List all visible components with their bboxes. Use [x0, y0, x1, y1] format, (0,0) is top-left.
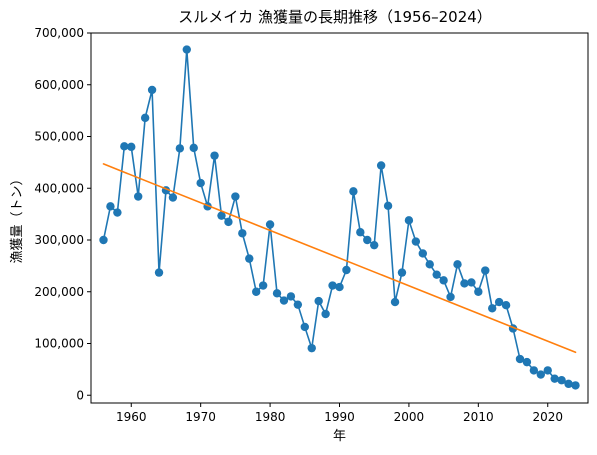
- data-point-1994: [363, 235, 372, 245]
- x-axis-title: 年: [333, 429, 346, 444]
- x-tick-label-1960: 1960: [116, 410, 147, 424]
- data-point-2014: [501, 300, 511, 310]
- data-point-2016: [515, 354, 525, 364]
- data-point-2017: [522, 357, 532, 367]
- trend-line: [102, 163, 577, 354]
- data-point-1999: [397, 268, 407, 277]
- x-tick-label-2010: 2010: [463, 410, 494, 424]
- data-point-2024: [571, 381, 580, 390]
- data-point-1992: [349, 187, 358, 196]
- data-point-1988: [321, 309, 330, 319]
- data-point-1984: [293, 300, 303, 309]
- axes: 1960 1970 1980 1990 2000 2010 2020 0 100,000 200,…: [34, 26, 563, 424]
- data-point-1983: [286, 292, 296, 301]
- data-point-2010: [474, 287, 483, 296]
- data-point-1987: [314, 296, 323, 306]
- x-tick-label-1980: 1980: [255, 410, 286, 424]
- data-point-1963: [147, 85, 157, 95]
- data-point-1989: [328, 281, 337, 290]
- data-point-2018: [529, 366, 539, 375]
- data-point-2020: [543, 366, 552, 375]
- y-tick-label-600000: 600,000: [34, 78, 84, 92]
- y-tick-label-100000: 100,000: [34, 337, 84, 351]
- data-point-2001: [411, 237, 421, 246]
- y-tick-label-300000: 300,000: [34, 233, 84, 247]
- data-point-2011: [481, 266, 490, 275]
- data-point-1974: [224, 217, 233, 227]
- data-point-1993: [356, 228, 365, 237]
- data-point-1959: [120, 142, 129, 151]
- data-point-1970: [196, 178, 205, 188]
- data-point-2009: [467, 278, 476, 287]
- data-point-2007: [453, 260, 462, 269]
- plot-frame: [90, 32, 589, 404]
- data-point-1997: [383, 201, 393, 211]
- data-point-1972: [210, 151, 219, 160]
- y-tick-label-700000: 700,000: [34, 26, 84, 40]
- data-point-1991: [342, 265, 351, 275]
- data-point-1968: [182, 45, 191, 54]
- data-point-1967: [175, 144, 185, 153]
- chart-title: スルメイカ 漁獲量の長期推移（1956–2024）: [178, 8, 492, 26]
- plot-area: [99, 45, 580, 390]
- data-point-1990: [335, 282, 344, 292]
- data-point-1958: [113, 208, 122, 217]
- data-point-2023: [564, 379, 573, 389]
- x-tick-label-1970: 1970: [185, 410, 216, 424]
- data-point-1978: [252, 287, 261, 296]
- y-tick-label-200000: 200,000: [34, 285, 84, 299]
- y-tick-label-500000: 500,000: [34, 130, 84, 144]
- data-point-2019: [536, 370, 545, 379]
- data-point-2012: [488, 304, 497, 313]
- data-point-2005: [439, 276, 448, 285]
- data-point-2006: [446, 292, 455, 302]
- y-tick-label-400000: 400,000: [34, 181, 84, 195]
- data-point-1956: [99, 235, 108, 245]
- data-point-1975: [231, 192, 240, 201]
- data-point-2022: [557, 376, 566, 385]
- data-point-2000: [404, 216, 414, 225]
- data-point-2021: [550, 374, 559, 383]
- y-axis-title: 漁獲量（トン）: [10, 172, 25, 263]
- x-tick-label-2000: 2000: [394, 410, 425, 424]
- data-point-1957: [106, 202, 115, 211]
- catch-series-line: [102, 48, 577, 387]
- data-point-2004: [432, 270, 441, 279]
- x-tick-label-1990: 1990: [324, 410, 355, 424]
- data-point-1977: [245, 254, 254, 263]
- y-tick-label-0: 0: [76, 388, 84, 402]
- data-point-1966: [168, 193, 178, 202]
- data-point-1960: [127, 142, 136, 152]
- data-point-1979: [258, 281, 268, 290]
- data-point-1969: [189, 143, 198, 153]
- x-tick-label-2020: 2020: [532, 410, 563, 424]
- data-point-1976: [238, 229, 247, 238]
- data-point-1964: [154, 268, 164, 277]
- data-point-1995: [370, 240, 379, 250]
- data-point-1982: [279, 296, 289, 305]
- data-point-1981: [272, 289, 282, 298]
- data-point-2008: [460, 279, 469, 288]
- data-point-1996: [376, 161, 386, 170]
- data-point-2003: [425, 260, 434, 269]
- data-point-1985: [300, 322, 309, 332]
- data-point-1962: [140, 113, 150, 123]
- data-point-1961: [134, 192, 143, 201]
- data-point-1973: [217, 211, 226, 220]
- data-point-1998: [390, 297, 400, 307]
- data-point-2013: [494, 297, 504, 307]
- data-point-1980: [265, 220, 275, 229]
- data-point-1986: [307, 343, 316, 353]
- data-point-2002: [418, 249, 427, 258]
